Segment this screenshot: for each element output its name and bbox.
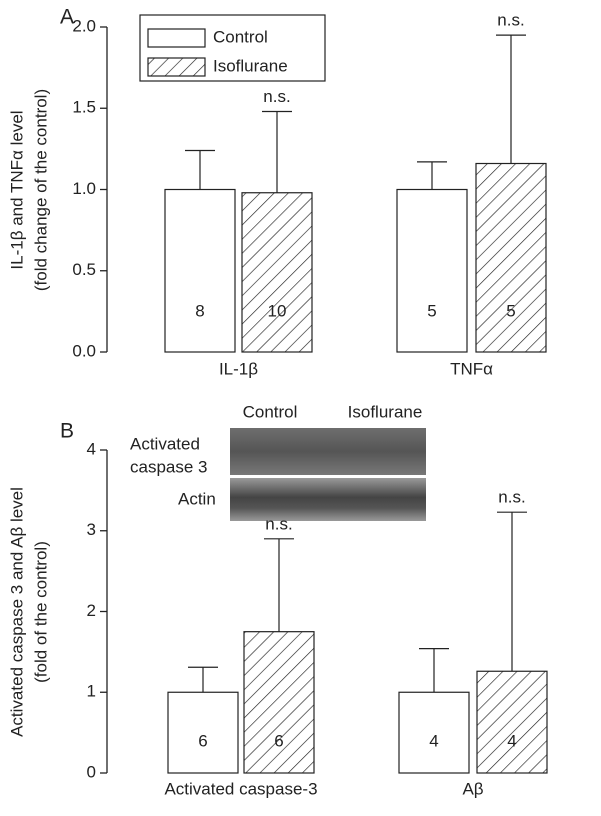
error-bar <box>417 161 447 190</box>
bar-count: 4 <box>429 731 438 750</box>
y-axis-label: (fold of the control) <box>31 541 50 683</box>
error-bar <box>188 666 218 693</box>
bar <box>243 631 315 774</box>
y-axis-label: IL-1β and TNFα level <box>7 110 26 269</box>
y-tick-label: 3 <box>87 520 96 539</box>
legend-label: Control <box>213 27 268 46</box>
bar-count: 5 <box>506 301 515 320</box>
bar <box>398 691 470 774</box>
bar <box>476 670 548 774</box>
bar-count: 5 <box>427 301 436 320</box>
annotation: n.s. <box>265 514 292 533</box>
bar <box>475 162 547 353</box>
y-tick-label: 0 <box>87 762 96 781</box>
y-axis-label: (fold change of the control) <box>31 89 50 291</box>
bar <box>241 192 313 353</box>
bar-count: 4 <box>507 731 516 750</box>
error-bar <box>497 511 527 672</box>
y-axis-label: Activated caspase 3 and Aβ level <box>7 487 26 737</box>
legend-label: Isoflurane <box>213 56 288 75</box>
bar-count: 10 <box>268 301 287 320</box>
x-tick-label: IL-1β <box>219 359 258 378</box>
panel-label: B <box>60 420 74 443</box>
bar <box>396 188 468 353</box>
y-tick-label: 1.0 <box>72 179 96 198</box>
blot-column-label: Control <box>243 402 298 421</box>
y-tick-label: 2.0 <box>72 16 96 35</box>
legend-swatch <box>147 57 206 77</box>
panel-label: A <box>60 6 74 29</box>
error-bar <box>496 34 526 164</box>
legend-swatch <box>147 28 206 48</box>
bar-count: 6 <box>274 731 283 750</box>
y-tick-label: 2 <box>87 601 96 620</box>
error-bar <box>264 538 294 632</box>
bar-count: 6 <box>198 731 207 750</box>
error-bar <box>185 149 215 190</box>
blot-row-label: Activated <box>130 434 200 453</box>
bar-count: 8 <box>195 301 204 320</box>
y-tick-label: 1.5 <box>72 98 96 117</box>
y-tick-label: 4 <box>87 439 96 458</box>
blot-column-label: Isoflurane <box>348 402 423 421</box>
x-tick-label: TNFα <box>450 359 493 378</box>
x-tick-label: Aβ <box>462 779 483 798</box>
y-tick-label: 0.5 <box>72 260 96 279</box>
y-tick-label: 0.0 <box>72 341 96 360</box>
blot-row-label: Actin <box>178 489 216 508</box>
annotation: n.s. <box>498 488 525 507</box>
y-tick-label: 1 <box>87 682 96 701</box>
bar <box>164 188 236 353</box>
annotation: n.s. <box>263 87 290 106</box>
annotation: n.s. <box>497 11 524 30</box>
error-bar <box>262 110 292 193</box>
error-bar <box>419 648 449 693</box>
bar <box>167 691 239 774</box>
blot-row-label: caspase 3 <box>130 457 208 476</box>
western-blot <box>230 428 426 521</box>
x-tick-label: Activated caspase-3 <box>164 779 317 798</box>
